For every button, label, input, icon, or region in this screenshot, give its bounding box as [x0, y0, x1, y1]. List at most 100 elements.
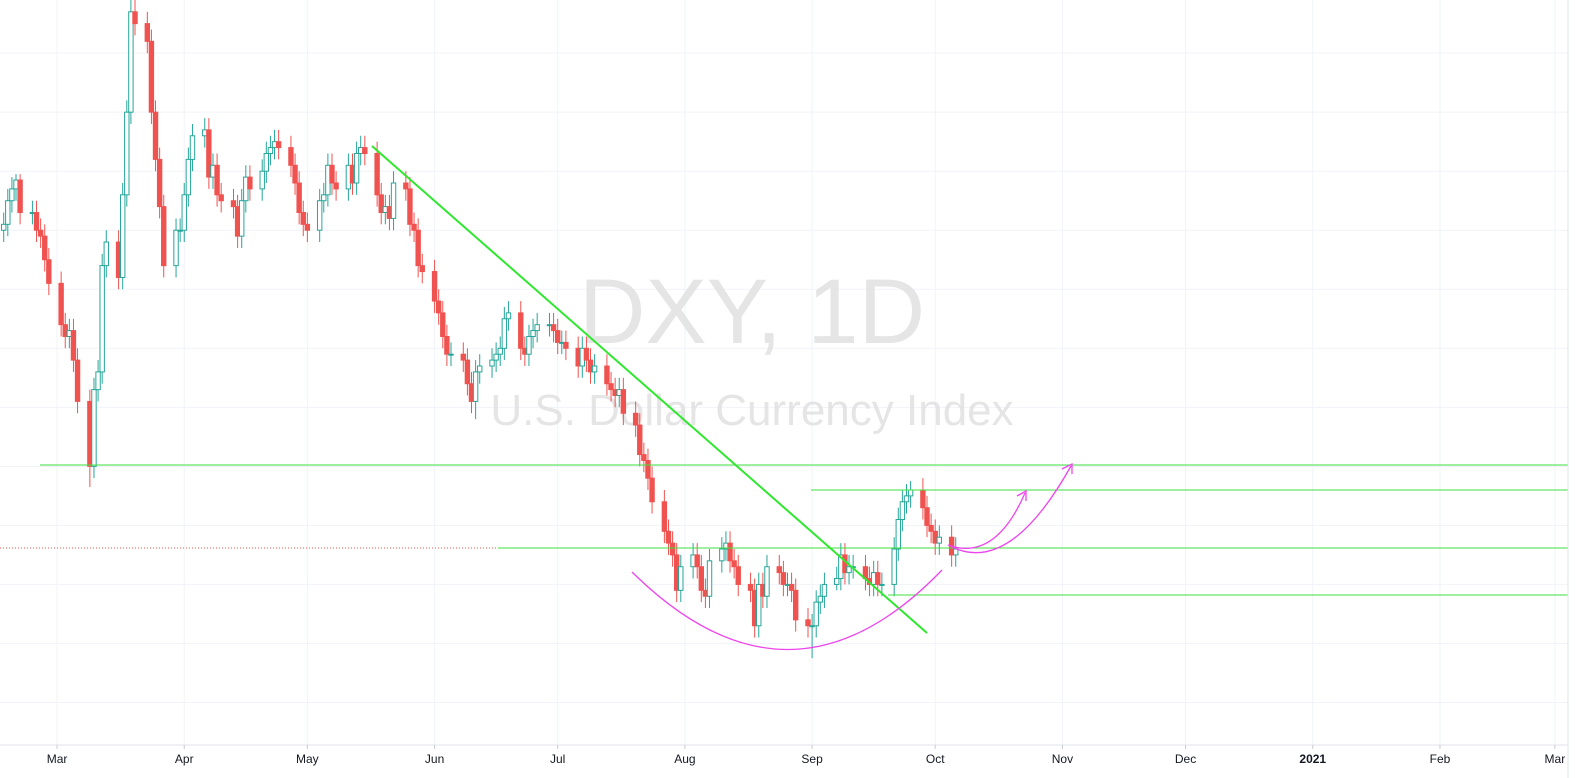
candle-body [821, 583, 828, 597]
candle-body [156, 158, 163, 208]
x-tick-label: Nov [1052, 752, 1073, 766]
candle-body [185, 158, 192, 196]
arrow-path [947, 492, 1026, 549]
candle-body [288, 147, 294, 166]
x-tick-label: Aug [674, 752, 695, 766]
candle-body [780, 572, 787, 585]
candle-body [173, 229, 179, 267]
candle-body [776, 566, 782, 574]
x-tick-label: Mar [47, 752, 68, 766]
candle-body [493, 353, 499, 361]
candle-body [460, 353, 467, 361]
candle-body [103, 241, 109, 267]
candle-body [501, 318, 508, 349]
candle-body [144, 23, 151, 42]
candle-body [661, 501, 668, 532]
candle-body [489, 359, 495, 367]
candle-body [99, 265, 105, 373]
candle-body [637, 424, 643, 456]
x-tick-label: Jun [425, 752, 444, 766]
candle-body [263, 152, 270, 172]
candle-body [731, 560, 737, 568]
candle-body [604, 365, 610, 385]
candle-body [879, 583, 885, 586]
candle-body [124, 111, 130, 196]
candle-body [920, 489, 926, 509]
candle-body [583, 347, 590, 361]
candle-body [390, 182, 397, 219]
candle-body [374, 152, 380, 196]
candle-body [333, 182, 339, 190]
candle-body [788, 583, 795, 591]
watermark-symbol: DXY, 1D [579, 261, 925, 363]
candle-body [46, 259, 52, 284]
candles [0, 0, 959, 659]
candle-body [119, 194, 126, 278]
candle-body [148, 40, 155, 113]
candle-body [649, 477, 655, 503]
candle-body [936, 536, 943, 544]
candle-body [477, 365, 483, 373]
candle-body [464, 359, 471, 385]
candle-body [378, 194, 384, 214]
candle-body [891, 548, 897, 585]
candle-body [275, 141, 282, 149]
candle-body [230, 200, 237, 208]
drawings [0, 145, 1568, 651]
candle-body [530, 330, 536, 337]
candle-body [756, 583, 762, 627]
x-tick-label: Feb [1430, 752, 1451, 766]
candle-body [899, 501, 906, 520]
candle-body [505, 312, 512, 320]
candle-body [764, 566, 770, 597]
candle-body [435, 300, 442, 314]
candle-body [792, 589, 799, 621]
x-tick-label: Apr [175, 752, 194, 766]
candle-body [95, 371, 101, 391]
candle-body [5, 200, 11, 225]
candle-body [472, 371, 479, 402]
candle-body [805, 619, 811, 627]
candle-body [817, 595, 824, 603]
candle-body [608, 383, 614, 391]
watermark-description: U.S. Dollar Currency Index [490, 386, 1013, 435]
x-tick-label: Dec [1175, 752, 1196, 766]
candle-body [411, 223, 417, 231]
candle-body [813, 601, 819, 627]
candle-body [907, 489, 914, 497]
candle-body [329, 164, 335, 184]
candle-body [448, 353, 454, 356]
candle-body [497, 347, 503, 355]
candle-body [645, 459, 651, 479]
candle-body [316, 200, 323, 231]
candle-body [17, 179, 23, 214]
candle-body [218, 194, 224, 202]
candle-body [534, 324, 540, 332]
candle-body [128, 11, 134, 113]
x-tick-label: Sep [801, 752, 823, 766]
candle-body [903, 495, 910, 503]
candle-body [132, 11, 138, 25]
candle-body [304, 223, 311, 231]
candle-body [706, 560, 713, 597]
candle-body [440, 312, 446, 337]
candle-body [719, 548, 725, 562]
candle-body [181, 194, 187, 231]
candle-body [518, 312, 524, 349]
candle-body [554, 330, 561, 343]
candle-body [300, 212, 306, 225]
candle-body [698, 566, 705, 591]
candle-body [526, 335, 532, 355]
candle-body [70, 330, 77, 361]
candle-body [727, 542, 733, 562]
arrow-head [1061, 462, 1073, 474]
candle-body [239, 200, 245, 237]
candle-body [875, 572, 881, 585]
candle-body [189, 135, 196, 160]
candle-body [834, 578, 840, 585]
grid [0, 0, 1568, 745]
candle-body [267, 147, 274, 154]
candle-body [928, 524, 934, 532]
